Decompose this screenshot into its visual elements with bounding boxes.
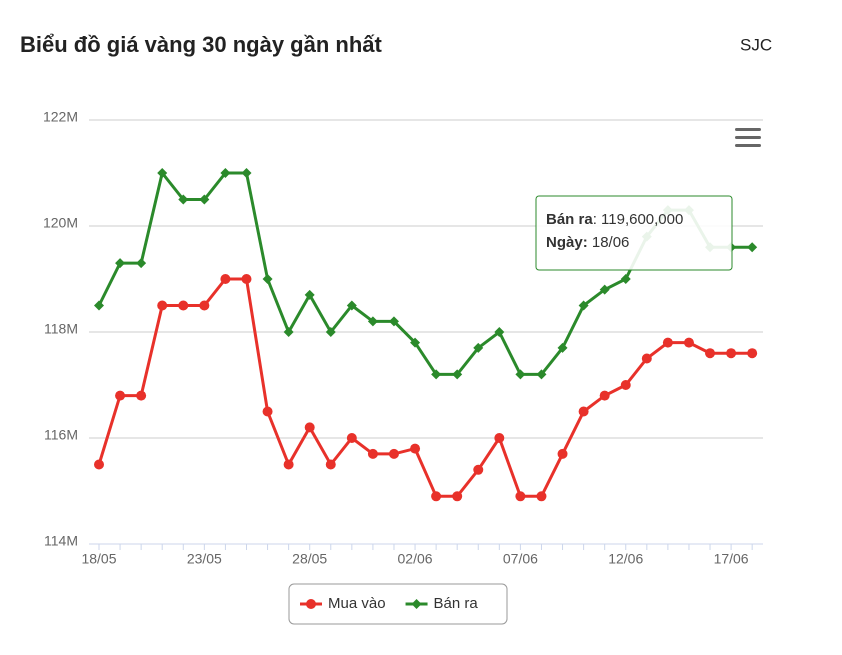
tooltip-box — [535, 195, 733, 271]
tooltip-value: 119,600,000 — [601, 211, 683, 228]
point-marker — [452, 369, 463, 380]
legend-label: Bán ra — [434, 595, 479, 612]
menu-button[interactable] — [735, 128, 761, 147]
menu-bar — [735, 144, 761, 147]
point-marker — [620, 274, 631, 284]
point-marker — [136, 258, 147, 269]
point-marker — [199, 300, 210, 311]
y-tick-label: 114M — [44, 533, 78, 549]
tooltip-sep: : — [583, 234, 592, 251]
point-marker — [136, 390, 147, 401]
tooltip-series: Bán ra — [546, 211, 593, 228]
point-marker — [346, 300, 357, 311]
legend-box — [288, 583, 508, 625]
point-marker — [620, 380, 631, 390]
point-marker — [241, 168, 252, 178]
point-marker — [747, 242, 758, 253]
x-tick-label: 18/05 — [81, 551, 116, 567]
point-marker — [283, 459, 294, 470]
point-marker — [304, 289, 315, 300]
legend-marker — [306, 599, 316, 609]
x-tick-label: 07/06 — [503, 551, 538, 567]
y-tick-label: 118M — [44, 321, 78, 337]
x-tick-label: 17/06 — [714, 551, 749, 567]
point-marker — [262, 274, 273, 284]
point-marker — [325, 327, 336, 337]
point-marker — [388, 316, 399, 327]
point-marker — [599, 390, 610, 401]
point-marker — [94, 459, 104, 470]
point-marker — [115, 258, 126, 269]
x-tick-label: 12/06 — [608, 551, 643, 567]
point-marker — [241, 274, 252, 284]
tooltip-line: Ngày: 18/06 — [546, 234, 629, 251]
x-tick-label: 28/05 — [292, 551, 327, 567]
point-marker — [726, 348, 737, 359]
x-tick-label: 23/05 — [187, 551, 222, 567]
point-marker — [452, 491, 463, 502]
point-marker — [557, 448, 568, 459]
point-marker — [536, 369, 547, 380]
tooltip-date: 18/06 — [592, 234, 630, 251]
point-marker — [599, 284, 610, 295]
point-marker — [157, 168, 168, 178]
point-marker — [199, 194, 210, 205]
point-marker — [325, 459, 336, 470]
point-marker — [157, 300, 168, 311]
legend-marker — [411, 599, 422, 609]
tooltip: Bán ra: 119,600,000 Ngày: 18/06 — [535, 195, 733, 271]
point-marker — [220, 168, 231, 178]
point-marker — [367, 316, 378, 327]
point-marker — [410, 337, 421, 348]
source-label: SJC — [740, 35, 772, 54]
point-marker — [641, 353, 652, 364]
tooltip-sep: : — [593, 211, 601, 228]
point-marker — [115, 390, 126, 401]
menu-bar — [735, 136, 761, 139]
series-line — [97, 277, 753, 498]
point-marker — [94, 300, 104, 311]
page-title: Biểu đồ giá vàng 30 ngày gần nhất — [20, 32, 383, 57]
y-tick-label: 120M — [43, 215, 78, 231]
point-marker — [515, 369, 526, 380]
point-marker — [431, 491, 442, 502]
point-marker — [683, 337, 694, 348]
point-marker — [283, 327, 294, 337]
tooltip-date-label: Ngày — [546, 234, 583, 251]
point-marker — [662, 337, 673, 348]
point-marker — [473, 464, 484, 475]
menu-bar — [735, 128, 761, 131]
tooltip-line: Bán ra: 119,600,000 — [546, 211, 683, 228]
legend-item[interactable]: Bán ra — [405, 595, 479, 612]
point-marker — [367, 448, 378, 459]
point-marker — [304, 422, 315, 433]
point-marker — [557, 342, 568, 353]
point-marker — [388, 448, 399, 459]
legend-label: Mua vào — [328, 595, 386, 612]
point-marker — [578, 406, 589, 417]
point-marker — [515, 491, 526, 502]
point-marker — [747, 348, 758, 359]
point-marker — [705, 348, 716, 359]
point-marker — [262, 406, 273, 417]
point-marker — [536, 491, 547, 502]
point-marker — [178, 194, 189, 205]
point-marker — [431, 369, 442, 380]
point-marker — [578, 300, 589, 311]
point-marker — [473, 342, 484, 353]
x-tick-label: 02/06 — [398, 551, 433, 567]
y-tick-label: 116M — [44, 427, 78, 443]
point-marker — [220, 274, 231, 284]
point-marker — [410, 443, 421, 454]
point-marker — [494, 433, 505, 443]
legend-item[interactable]: Mua vào — [300, 595, 386, 612]
point-marker — [178, 300, 189, 311]
y-tick-label: 122M — [43, 109, 78, 125]
point-marker — [346, 433, 357, 443]
point-marker — [494, 327, 505, 337]
